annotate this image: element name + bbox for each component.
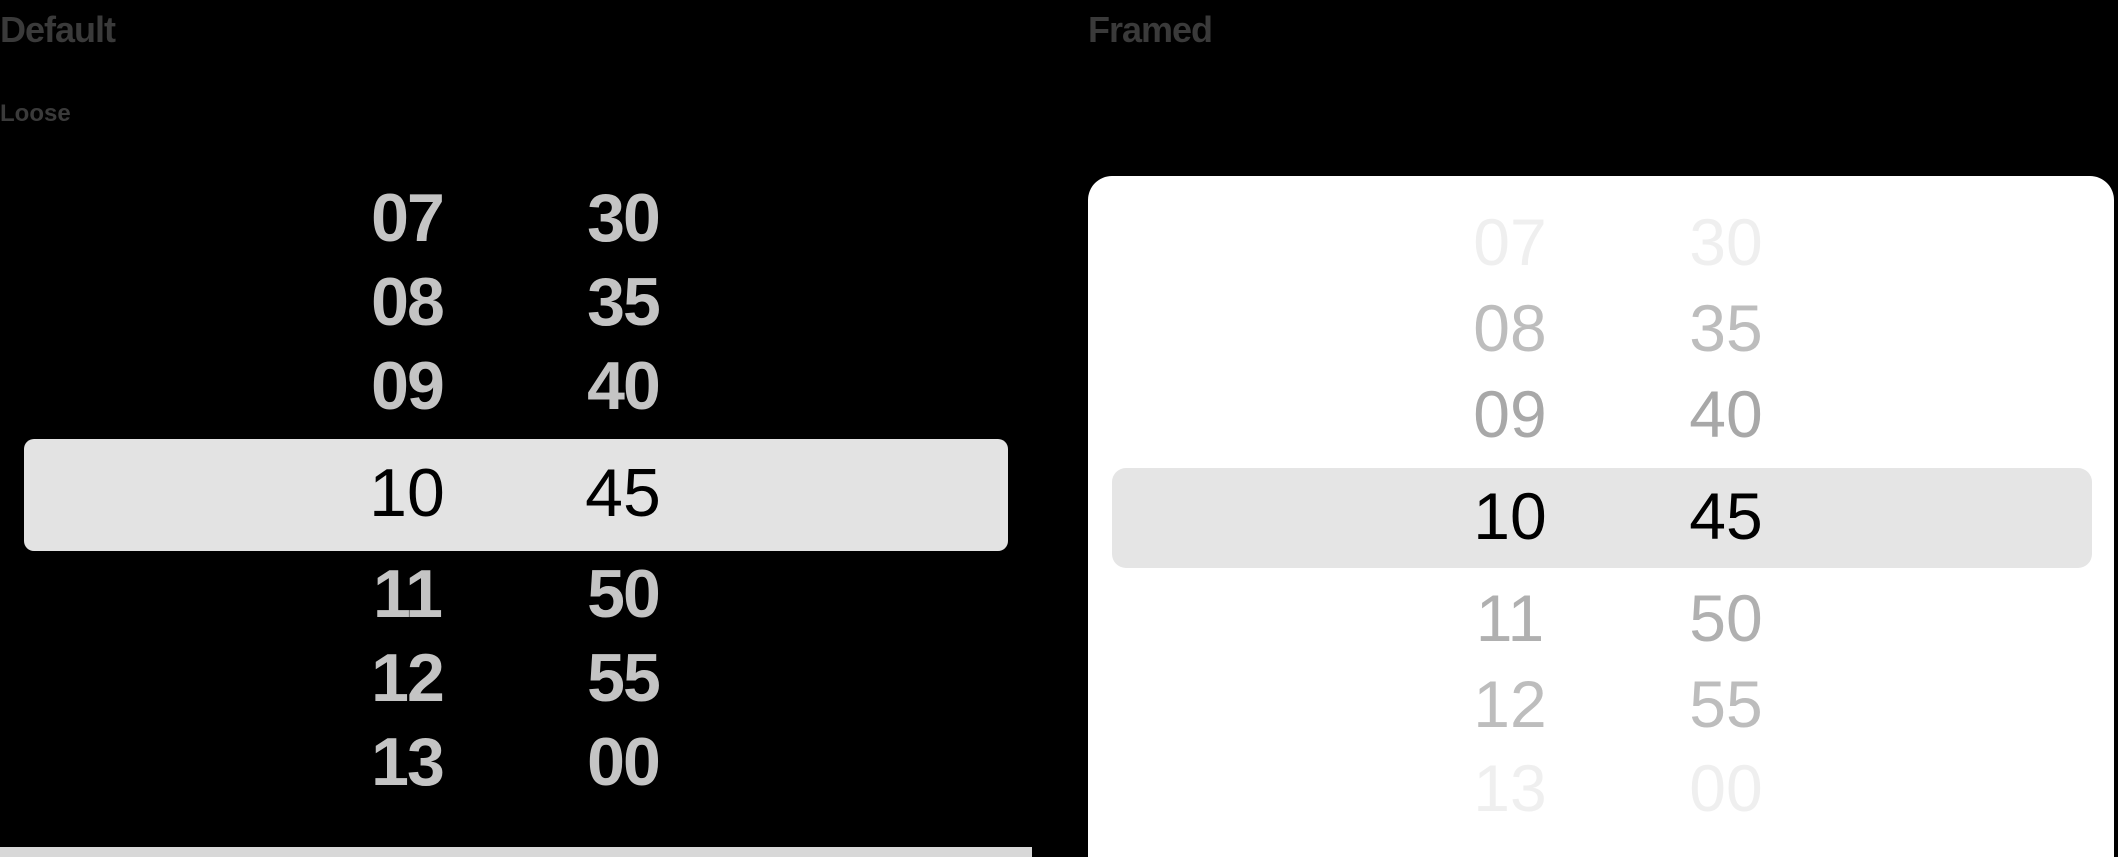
minute-option[interactable]: 30: [1689, 205, 1763, 279]
section-title-default: Default: [0, 9, 116, 50]
section-title-framed: Framed: [1088, 9, 1213, 50]
bottom-divider: [0, 847, 1032, 857]
minute-option[interactable]: 30: [587, 180, 661, 256]
minute-option[interactable]: 55: [587, 640, 661, 716]
minute-option-selected[interactable]: 45: [585, 455, 661, 531]
minute-option[interactable]: 35: [587, 264, 661, 340]
hour-option[interactable]: 11: [1475, 581, 1545, 655]
hour-option[interactable]: 12: [1473, 667, 1547, 741]
hour-option[interactable]: 07: [1473, 205, 1547, 279]
hour-option[interactable]: 08: [371, 264, 445, 340]
hour-option[interactable]: 11: [373, 556, 443, 632]
picker-frame: 07 08 09 10 11 12 13 30 35 40 45 50 55 0…: [1088, 176, 2114, 857]
minute-option[interactable]: 40: [587, 348, 661, 424]
selection-highlight: [24, 439, 1008, 551]
minute-option[interactable]: 40: [1689, 377, 1763, 451]
hour-option[interactable]: 12: [371, 640, 445, 716]
minute-option[interactable]: 00: [1689, 751, 1763, 825]
hour-option-selected[interactable]: 10: [369, 455, 445, 531]
default-picker-panel: Default Loose 07 08 09 10 11 12 13 30 35…: [0, 0, 1032, 857]
minute-option-selected[interactable]: 45: [1689, 479, 1763, 553]
hour-option[interactable]: 08: [1473, 291, 1547, 365]
hour-option[interactable]: 09: [371, 348, 445, 424]
time-picker-default[interactable]: 07 08 09 10 11 12 13 30 35 40 45 50 55 0…: [0, 160, 1032, 810]
hour-option[interactable]: 13: [371, 724, 445, 800]
hour-option[interactable]: 09: [1473, 377, 1547, 451]
selection-highlight: [1112, 468, 2092, 568]
minute-option[interactable]: 00: [587, 724, 661, 800]
framed-picker-panel: Framed 07 08 09 10 11 12 13 30 35 40 45 …: [1088, 0, 2118, 857]
minute-option[interactable]: 55: [1689, 667, 1763, 741]
hour-option-selected[interactable]: 10: [1473, 479, 1547, 553]
hour-option[interactable]: 13: [1473, 751, 1547, 825]
minute-option[interactable]: 50: [1689, 581, 1763, 655]
section-subtitle-loose: Loose: [0, 100, 71, 127]
hour-option[interactable]: 07: [371, 180, 445, 256]
minute-option[interactable]: 50: [587, 556, 661, 632]
minute-option[interactable]: 35: [1689, 291, 1763, 365]
